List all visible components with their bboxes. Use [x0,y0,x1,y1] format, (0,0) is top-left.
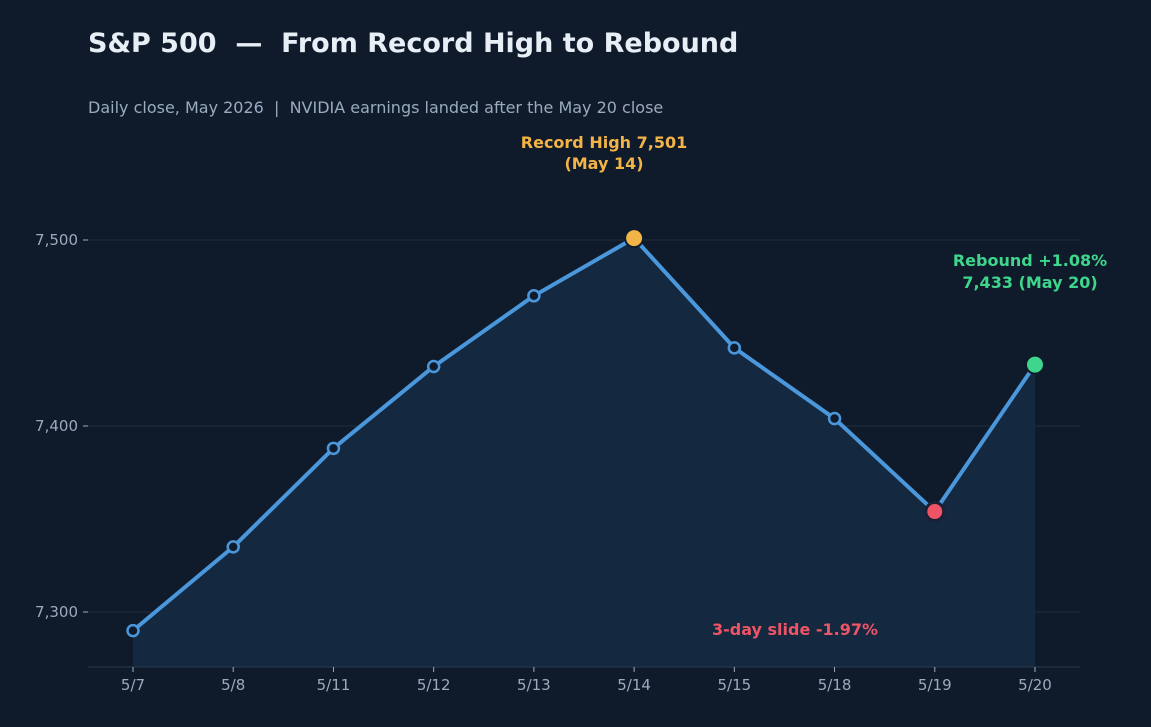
annotation-record-high-line2: (May 14) [564,154,643,173]
x-tick-label: 5/18 [818,676,852,694]
data-point [226,540,240,554]
x-tick-label: 5/11 [317,676,351,694]
data-points [126,228,1045,638]
x-tick-label: 5/20 [1018,676,1052,694]
x-tick-label: 5/19 [918,676,952,694]
annotation-rebound-line1: Rebound +1.08% [953,251,1107,270]
axes: 7,300 7,400 7,500 5/7 5/8 5/11 5/12 5/13 5/14 5/1… [35,231,1080,694]
data-point [827,411,842,426]
annotation-record-high-line1: Record High 7,501 [521,133,687,152]
x-tick-label: 5/13 [517,676,551,694]
x-tick-label: 5/7 [121,676,145,694]
data-point [527,289,541,303]
data-point [727,341,742,355]
annotation-slide: 3-day slide -1.97% [712,620,878,639]
annotations: Record High 7,501 (May 14) Rebound +1.08… [521,133,1107,639]
series-line-layer [131,236,1037,633]
area-fill-path [133,238,1035,667]
record-high-point [624,228,645,249]
area-fill [133,238,1035,667]
x-tick-label: 5/12 [417,676,451,694]
data-point [126,623,140,638]
low-point [924,501,946,523]
y-tick-label: 7,400 [35,417,78,435]
data-point [426,359,441,374]
data-point [326,441,341,456]
rebound-point [1025,354,1045,375]
x-tick-label: 5/8 [221,676,245,694]
chart-title: S&P 500 — From Record High to Rebound [88,28,739,59]
series-line [131,236,1037,633]
chart-subtitle: Daily close, May 2026 | NVIDIA earnings … [88,98,664,117]
annotation-rebound-line2: 7,433 (May 20) [962,273,1097,292]
x-tick-label: 5/15 [717,676,751,694]
y-tick-label: 7,500 [35,231,78,249]
x-tick-label: 5/14 [617,676,651,694]
y-tick-label: 7,300 [35,603,78,621]
